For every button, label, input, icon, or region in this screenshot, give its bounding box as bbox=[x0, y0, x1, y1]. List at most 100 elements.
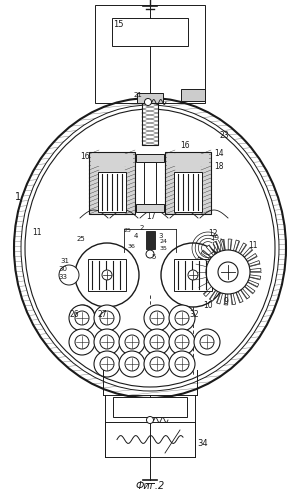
Circle shape bbox=[144, 351, 170, 377]
Circle shape bbox=[146, 250, 154, 258]
Ellipse shape bbox=[21, 105, 279, 391]
Bar bbox=[88, 259, 126, 291]
Ellipse shape bbox=[14, 98, 286, 398]
Text: 5: 5 bbox=[151, 254, 155, 260]
Circle shape bbox=[144, 329, 170, 355]
Text: 25: 25 bbox=[124, 228, 132, 233]
Circle shape bbox=[150, 311, 164, 325]
Circle shape bbox=[125, 357, 139, 371]
Polygon shape bbox=[248, 280, 259, 287]
Circle shape bbox=[150, 357, 164, 371]
Bar bbox=[113, 397, 187, 417]
Polygon shape bbox=[201, 250, 211, 259]
Text: 23: 23 bbox=[220, 131, 230, 140]
Circle shape bbox=[218, 262, 238, 282]
Bar bbox=[98, 172, 126, 212]
Text: 17: 17 bbox=[146, 212, 156, 221]
Text: 1: 1 bbox=[15, 192, 21, 202]
Text: 2: 2 bbox=[140, 225, 144, 231]
Text: 4: 4 bbox=[134, 233, 138, 239]
Ellipse shape bbox=[25, 109, 275, 387]
Text: 30: 30 bbox=[58, 266, 67, 272]
Circle shape bbox=[150, 335, 164, 349]
Bar bbox=[137, 93, 163, 103]
Bar bbox=[174, 172, 202, 212]
Circle shape bbox=[75, 243, 139, 307]
Polygon shape bbox=[197, 257, 208, 264]
Circle shape bbox=[75, 311, 89, 325]
Text: 15: 15 bbox=[113, 20, 123, 29]
Circle shape bbox=[119, 329, 145, 355]
Text: 21: 21 bbox=[134, 92, 143, 98]
Circle shape bbox=[75, 335, 89, 349]
Circle shape bbox=[161, 243, 225, 307]
Text: 34: 34 bbox=[197, 439, 208, 448]
Circle shape bbox=[100, 335, 114, 349]
Bar bbox=[91, 154, 133, 166]
Text: 25: 25 bbox=[77, 236, 86, 242]
Bar bbox=[181, 89, 205, 101]
Text: 31: 31 bbox=[60, 258, 69, 264]
Polygon shape bbox=[217, 293, 222, 304]
Circle shape bbox=[169, 329, 195, 355]
Text: 35: 35 bbox=[160, 246, 168, 251]
Circle shape bbox=[100, 311, 114, 325]
Polygon shape bbox=[199, 282, 210, 290]
Circle shape bbox=[169, 351, 195, 377]
Bar bbox=[167, 154, 209, 166]
Polygon shape bbox=[241, 288, 250, 299]
Polygon shape bbox=[245, 284, 255, 293]
Bar bbox=[136, 154, 164, 162]
Circle shape bbox=[119, 351, 145, 377]
Text: 12: 12 bbox=[208, 229, 218, 238]
Circle shape bbox=[94, 305, 120, 331]
Polygon shape bbox=[249, 260, 260, 266]
Polygon shape bbox=[250, 275, 261, 279]
Bar bbox=[165, 152, 211, 214]
Text: 19: 19 bbox=[210, 235, 219, 241]
Bar bbox=[145, 231, 154, 249]
Text: 18: 18 bbox=[214, 162, 224, 171]
Polygon shape bbox=[228, 239, 231, 250]
Polygon shape bbox=[231, 293, 236, 305]
Bar bbox=[112, 18, 188, 46]
Circle shape bbox=[69, 305, 95, 331]
Polygon shape bbox=[246, 253, 257, 261]
Bar bbox=[95, 5, 205, 103]
Text: 14: 14 bbox=[214, 149, 224, 158]
Bar bbox=[136, 204, 164, 212]
Text: Фиг.2: Фиг.2 bbox=[135, 481, 165, 491]
Circle shape bbox=[144, 305, 170, 331]
Text: 11: 11 bbox=[248, 241, 257, 250]
Circle shape bbox=[144, 98, 151, 105]
Circle shape bbox=[94, 351, 120, 377]
Polygon shape bbox=[206, 245, 215, 255]
Circle shape bbox=[188, 270, 198, 280]
Circle shape bbox=[71, 305, 95, 329]
Text: 9: 9 bbox=[224, 297, 229, 306]
Polygon shape bbox=[238, 243, 246, 253]
Circle shape bbox=[200, 335, 214, 349]
Circle shape bbox=[77, 311, 89, 323]
Circle shape bbox=[102, 270, 112, 280]
Polygon shape bbox=[213, 242, 220, 252]
Text: 26: 26 bbox=[70, 310, 80, 319]
Polygon shape bbox=[196, 277, 207, 283]
Bar bbox=[105, 422, 195, 457]
Polygon shape bbox=[225, 294, 228, 305]
Circle shape bbox=[206, 250, 250, 294]
Circle shape bbox=[175, 311, 189, 325]
Text: 24: 24 bbox=[160, 239, 168, 244]
Text: 36: 36 bbox=[128, 244, 136, 249]
Polygon shape bbox=[210, 290, 218, 301]
Bar bbox=[142, 103, 158, 145]
Polygon shape bbox=[220, 240, 225, 250]
Text: 33: 33 bbox=[58, 274, 67, 280]
Text: 16: 16 bbox=[80, 152, 90, 161]
Text: 27: 27 bbox=[97, 310, 107, 319]
Bar bbox=[144, 162, 156, 204]
Text: 11: 11 bbox=[32, 228, 42, 237]
Circle shape bbox=[175, 357, 189, 371]
Circle shape bbox=[69, 329, 95, 355]
Circle shape bbox=[100, 357, 114, 371]
